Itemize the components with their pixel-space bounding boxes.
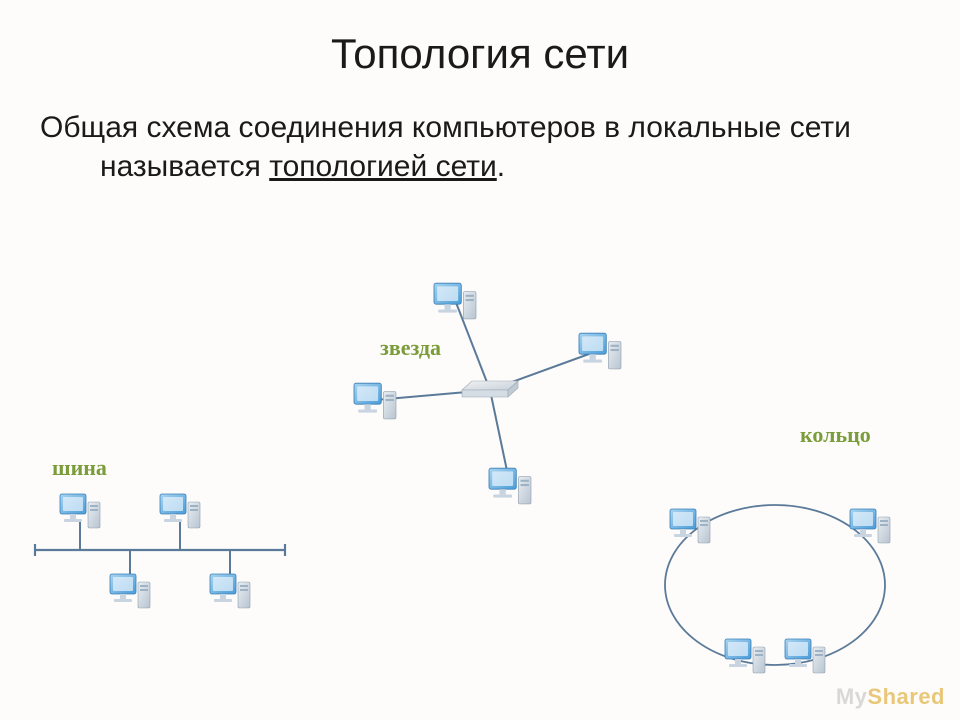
bus-diagram: [30, 490, 300, 650]
ring-diagram: [650, 470, 910, 700]
watermark-accent: Shared: [867, 684, 945, 709]
watermark: MyShared: [836, 684, 945, 710]
desc-suffix: .: [497, 150, 505, 183]
diagram-area: [0, 280, 960, 720]
watermark-pre: My: [836, 684, 868, 709]
page-title: Топология сети: [0, 0, 960, 78]
description-text: Общая схема соединения компьютеров в лок…: [0, 78, 960, 186]
desc-underlined: топологией сети: [269, 150, 497, 183]
star-diagram: [320, 280, 640, 540]
